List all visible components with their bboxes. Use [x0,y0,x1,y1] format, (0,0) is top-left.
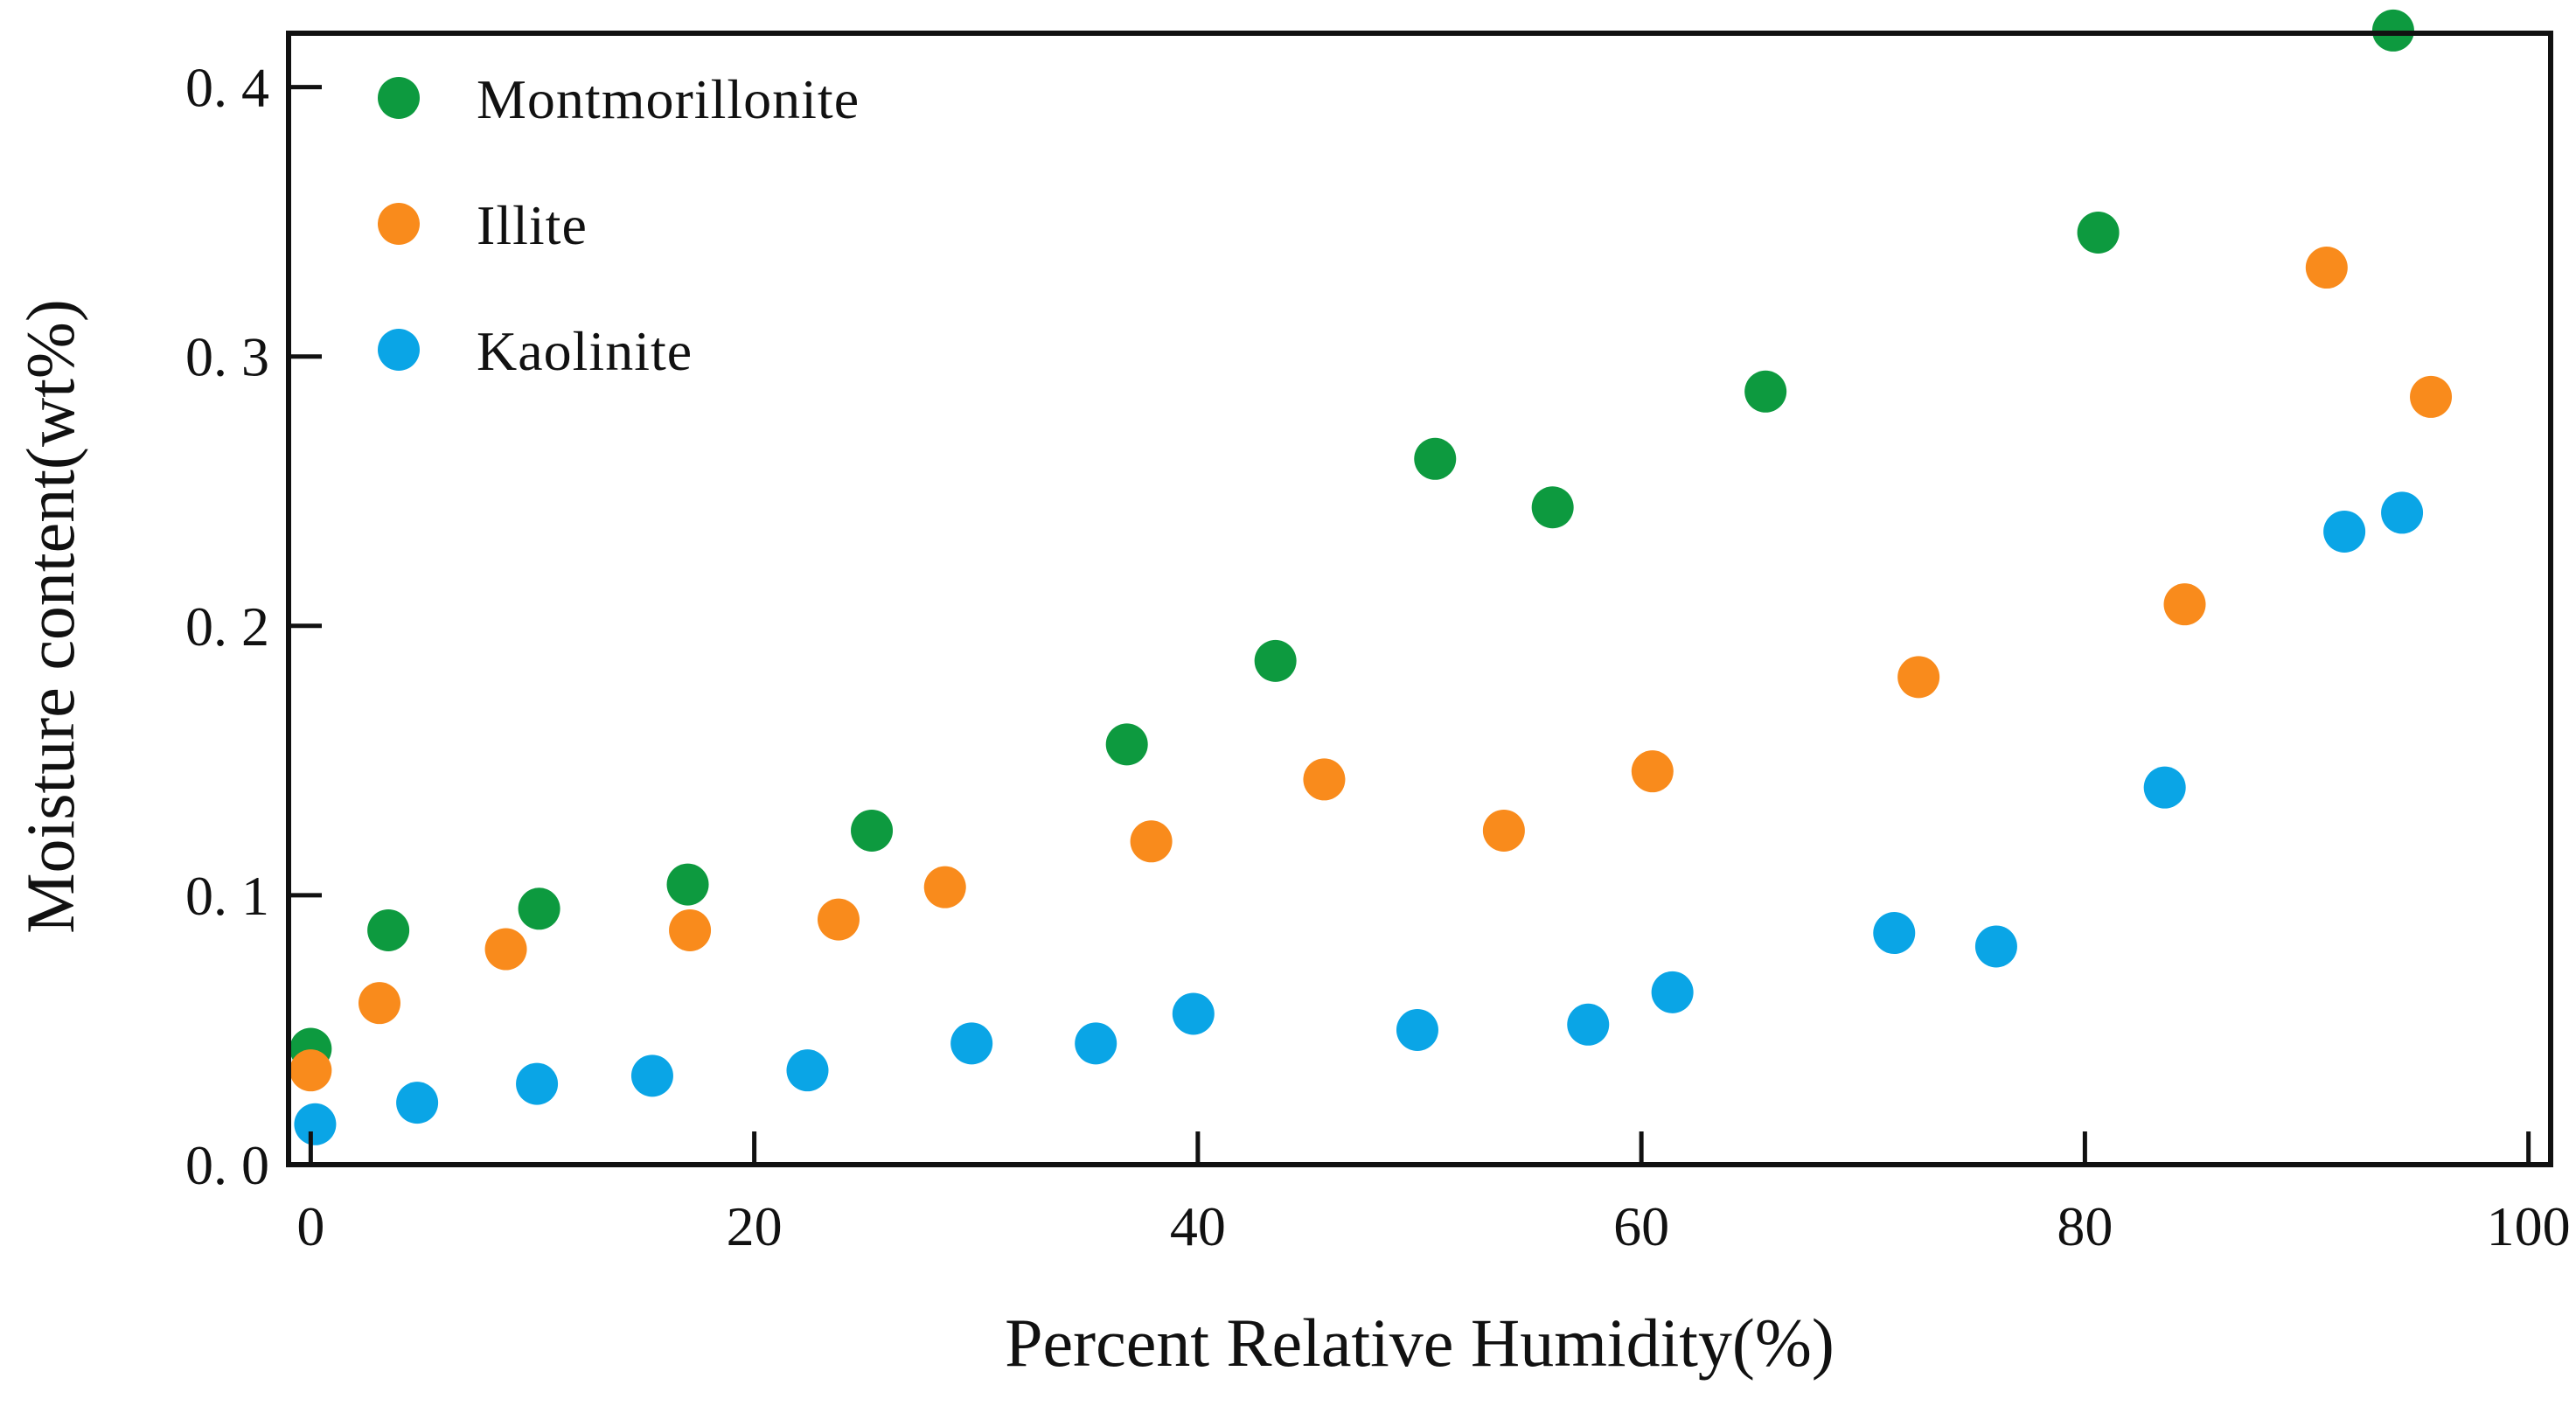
point-illite [358,982,400,1025]
legend-label-montmorillonite: Montmorillonite [477,68,860,130]
legend: Montmorillonite Illite Kaolinite [378,68,860,382]
y-tick-label: 0. 2 [185,595,269,658]
point-illite [1482,809,1525,852]
y-tick-label: 0. 0 [185,1134,269,1196]
plot-frame [286,31,2553,1167]
y-axis: 0. 0 0. 1 0. 2 0. 3 0. 4 [185,57,322,1196]
point-illite [289,1049,332,1092]
y-tick-label: 0. 1 [185,865,269,927]
point-kaolinite [1567,1003,1610,1046]
point-kaolinite [1974,925,2017,968]
x-tick-label: 0 [296,1195,324,1257]
point-kaolinite [2143,766,2186,809]
point-kaolinite [1075,1022,1117,1065]
x-tick-label: 40 [1170,1195,1226,1257]
x-axis: 0 20 40 60 80 100 [296,1131,2571,1257]
point-kaolinite [2381,491,2424,534]
point-kaolinite [1396,1008,1438,1051]
point-illite [2305,247,2348,289]
x-tick-label: 20 [727,1195,783,1257]
legend-label-kaolinite: Kaolinite [477,320,693,382]
x-tick-label: 80 [2057,1195,2113,1257]
y-tick-label: 0. 3 [185,326,269,388]
point-montmorillonite [1414,437,1457,480]
point-montmorillonite [1744,370,1787,413]
point-montmorillonite [2371,9,2414,52]
point-illite [923,866,966,908]
point-montmorillonite [1105,723,1148,766]
x-tick-label: 60 [1613,1195,1669,1257]
legend-marker-illite [378,203,420,245]
point-illite [1130,820,1173,863]
point-montmorillonite [1531,486,1574,529]
point-illite [1303,758,1346,801]
point-illite [669,908,712,951]
point-kaolinite [294,1103,337,1145]
point-kaolinite [1172,992,1215,1035]
point-kaolinite [516,1062,559,1105]
point-kaolinite [1651,971,1694,1013]
legend-marker-montmorillonite [378,77,420,119]
y-tick-label: 0. 4 [185,57,269,119]
point-illite [817,898,860,941]
point-montmorillonite [2077,211,2120,254]
x-tick-label: 100 [2487,1195,2571,1257]
point-illite [1897,656,1940,699]
data-markers [289,9,2453,1145]
point-kaolinite [786,1049,829,1092]
point-kaolinite [1873,912,1916,955]
point-illite [484,928,527,971]
y-axis-title: Moisture content(wt%) [12,299,88,934]
point-kaolinite [396,1082,439,1124]
point-montmorillonite [518,887,560,930]
point-kaolinite [630,1054,673,1097]
point-montmorillonite [666,863,709,906]
point-illite [2410,375,2453,418]
legend-marker-kaolinite [378,329,420,371]
x-axis-title: Percent Relative Humidity(%) [1005,1305,1835,1381]
point-montmorillonite [1254,639,1297,682]
point-illite [1631,750,1674,793]
point-montmorillonite [367,908,410,951]
point-kaolinite [2323,510,2366,553]
point-illite [2163,583,2206,626]
point-kaolinite [950,1022,993,1065]
legend-label-illite: Illite [477,194,588,256]
point-montmorillonite [851,809,894,852]
